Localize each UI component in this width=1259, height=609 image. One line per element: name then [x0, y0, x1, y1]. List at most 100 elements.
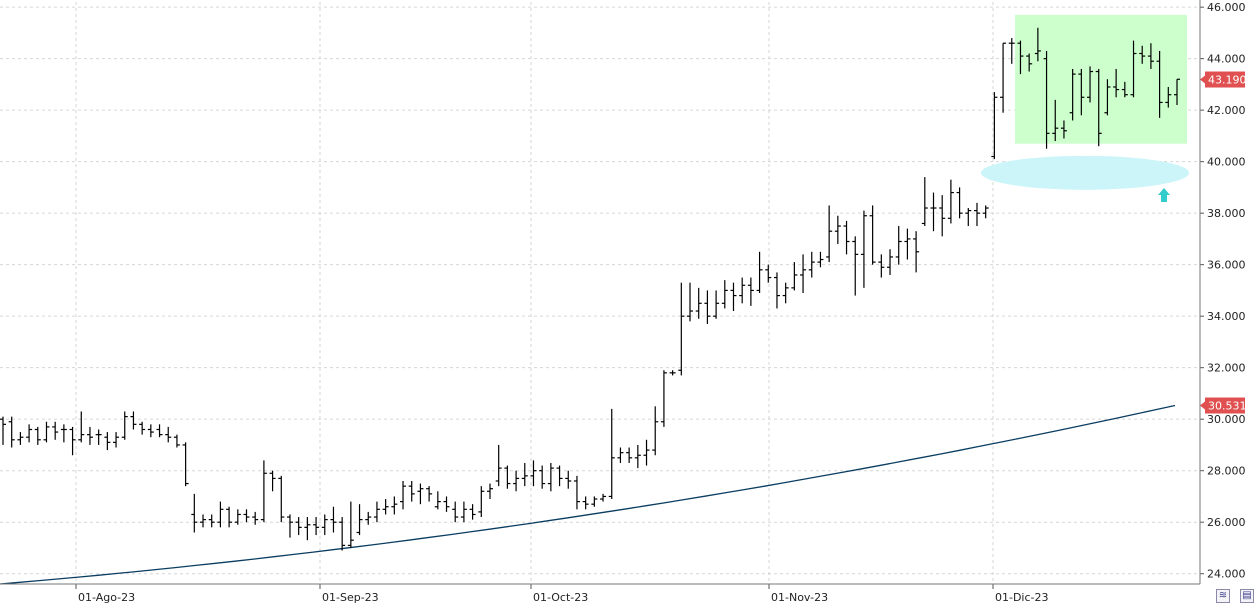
ohlc-bar: [887, 249, 894, 275]
ohlc-bar: [95, 429, 102, 445]
y-tick-label: 32.000: [1207, 362, 1246, 375]
ohlc-bar: [1000, 42, 1007, 113]
x-tick-label: 01-Dic-23: [995, 591, 1049, 604]
ohlc-bar: [773, 272, 780, 309]
ohlc-bar: [147, 424, 154, 438]
moving-average-line: [0, 404, 1176, 585]
ohlc-bar: [791, 262, 798, 291]
ohlc-bar: [1121, 81, 1128, 98]
ohlc-bar: [469, 504, 476, 520]
ohlc-bar: [747, 277, 754, 306]
ohlc-bar: [243, 509, 250, 523]
ohlc-bar: [252, 511, 259, 525]
ohlc-bar: [78, 411, 85, 443]
ohlc-bar: [504, 465, 511, 489]
ohlc-bar: [878, 254, 885, 278]
ohlc-bar: [1069, 68, 1076, 121]
ohlc-bar: [1095, 68, 1102, 147]
ohlc-bar: [582, 496, 589, 510]
moving-average: [0, 404, 1176, 585]
ohlc-bar: [1043, 50, 1050, 149]
save-icon[interactable]: ▤: [1240, 589, 1254, 603]
x-tick-label: 01-Ago-23: [78, 591, 135, 604]
ohlc-bar: [669, 370, 676, 376]
ohlc-bar: [739, 277, 746, 304]
x-tick-label: 01-Nov-23: [771, 591, 828, 604]
ohlc-bar: [356, 504, 363, 536]
ohlc-bar: [460, 501, 467, 523]
last-price-tag-pointer: [1200, 75, 1205, 84]
ohlc-bar: [217, 501, 224, 528]
ohlc-bar: [408, 480, 415, 502]
moving-average-tag-bg: [1205, 397, 1245, 414]
ohlc-bar: [1104, 79, 1111, 116]
ohlc-bar: [365, 511, 372, 525]
ohlc-bar: [269, 470, 276, 492]
ohlc-bar: [26, 424, 33, 443]
ohlc-bar: [1113, 68, 1120, 98]
ohlc-bar: [565, 470, 572, 489]
ohlc-bar: [617, 447, 624, 463]
ohlc-bar: [191, 493, 198, 533]
moving-average-tag: 30.531: [1200, 397, 1247, 414]
ohlc-bar: [208, 514, 215, 528]
ohlc-bar: [313, 517, 320, 536]
ohlc-bar: [521, 462, 528, 487]
ohlc-bar: [478, 486, 485, 518]
scroll-down-icon[interactable]: ≋: [1216, 589, 1230, 603]
ohlc-bar: [765, 264, 772, 283]
support-ellipse: [981, 155, 1189, 190]
moving-average-tag-text: 30.531: [1208, 400, 1247, 413]
ohlc-bar: [1130, 40, 1137, 98]
ohlc-bar: [573, 475, 580, 510]
annotations: [981, 14, 1189, 202]
ohlc-bar: [86, 426, 93, 445]
ohlc-bar: [826, 205, 833, 263]
ohlc-bar: [939, 195, 946, 237]
y-tick-label: 30.000: [1207, 413, 1246, 426]
ohlc-bar: [260, 460, 267, 523]
y-tick-label: 46.000: [1207, 1, 1246, 14]
y-tick-label: 34.000: [1207, 310, 1246, 323]
ohlc-bar: [591, 496, 598, 507]
ohlc-bar: [1165, 86, 1172, 108]
ohlc-bar: [913, 231, 920, 273]
ohlc-bar: [660, 370, 667, 427]
ohlc-bar: [1078, 68, 1085, 116]
ohlc-bar: [417, 483, 424, 505]
ohlc-bar: [930, 192, 937, 232]
ohlc-bar: [443, 496, 450, 512]
y-tick-label: 24.000: [1207, 568, 1246, 581]
ohlc-bar: [382, 499, 389, 515]
ohlc-bar: [513, 470, 520, 492]
ohlc-bar: [139, 421, 146, 435]
ohlc-bar: [165, 426, 172, 443]
ohlc-bar: [695, 287, 702, 319]
last-price-tag-bg: [1205, 71, 1245, 88]
ohlc-bar: [626, 447, 633, 463]
ohlc-bar: [182, 442, 189, 487]
ohlc-bar: [556, 465, 563, 487]
up-arrow-icon: [1158, 188, 1170, 202]
ohlc-bar: [600, 493, 607, 502]
ohlc-bar: [295, 517, 302, 536]
ohlc-bar: [1139, 45, 1146, 64]
ohlc-bar: [782, 282, 789, 304]
ohlc-bar: [687, 282, 694, 322]
ohlc-bar: [486, 483, 493, 500]
ohlc-bar: [304, 517, 311, 541]
ohlc-bar: [34, 426, 41, 445]
grid: [0, 2, 1200, 584]
ohlc-bar: [982, 205, 989, 219]
ohlc-bar: [956, 187, 963, 219]
ohlc-bar: [226, 506, 233, 528]
ohlc-bar: [495, 444, 502, 487]
ohlc-bar: [17, 432, 24, 445]
ohlc-bar: [973, 202, 980, 227]
ohlc-bar: [1060, 120, 1067, 139]
ohlc-bar: [852, 236, 859, 296]
ohlc-bar: [539, 465, 546, 489]
ohlc-bar: [947, 179, 954, 224]
